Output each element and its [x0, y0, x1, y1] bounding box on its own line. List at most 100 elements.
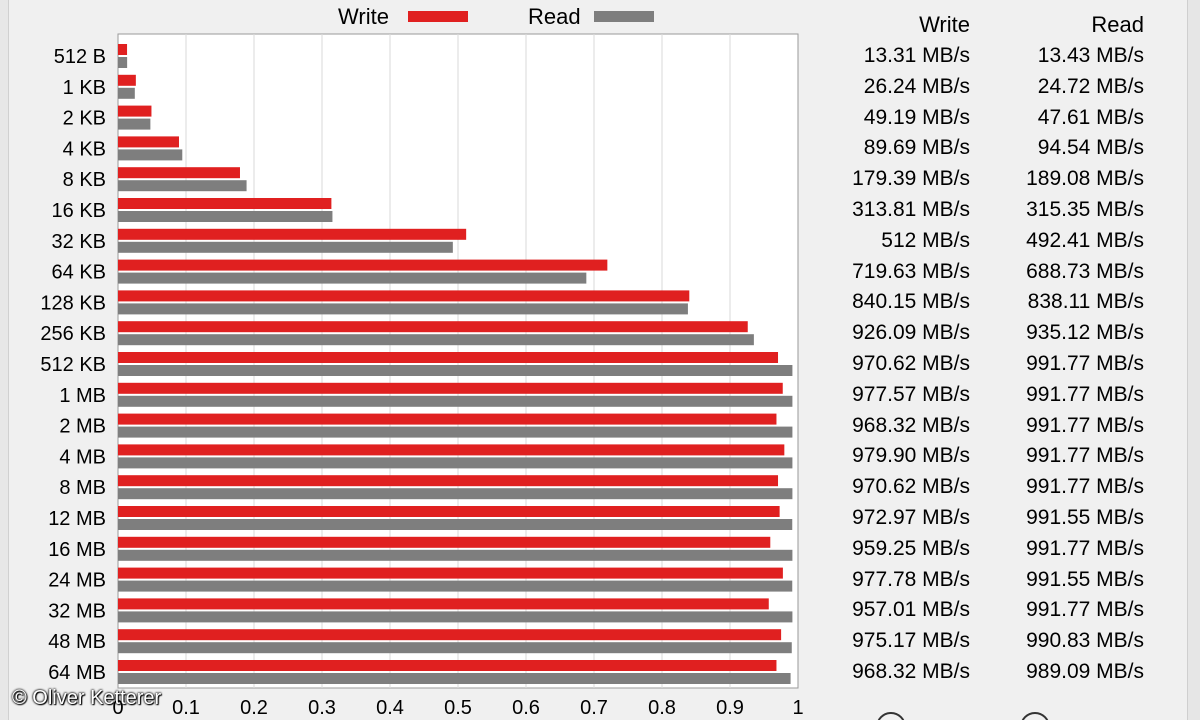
- y-tick-label: 32 MB: [48, 600, 106, 622]
- y-tick-label: 512 KB: [40, 354, 106, 376]
- read-bar: [118, 211, 333, 222]
- y-tick-label: 1 MB: [59, 385, 106, 407]
- write-rate-cell: 968.32 MB/s: [852, 413, 970, 437]
- write-bar: [118, 598, 769, 610]
- y-tick-label: 256 KB: [40, 323, 106, 345]
- table-row: 968.32 MB/s 991.77 MB/s: [820, 411, 1160, 441]
- write-bar: [118, 660, 777, 671]
- read-bar: [118, 87, 135, 99]
- write-bar: [118, 198, 332, 209]
- write-rate-cell: 26.24 MB/s: [863, 74, 970, 98]
- y-tick-label: 16 KB: [52, 200, 106, 222]
- write-rate-cell: 926.09 MB/s: [852, 321, 970, 345]
- y-tick-label: 24 MB: [48, 570, 106, 592]
- x-tick-label: 0.5: [444, 697, 472, 719]
- write-rate-cell: 979.90 MB/s: [852, 444, 970, 468]
- read-bar: [118, 57, 128, 68]
- read-rate-cell: 991.55 MB/s: [1026, 506, 1144, 529]
- table-row: 979.90 MB/s 991.77 MB/s: [820, 441, 1160, 471]
- y-tick-label: 64 MB: [48, 662, 106, 684]
- write-rate-cell: 512 MB/s: [881, 228, 970, 252]
- write-bar: [118, 506, 780, 517]
- read-rate-cell: 315.35 MB/s: [1026, 198, 1144, 221]
- write-rate-cell: 975.17 MB/s: [852, 629, 970, 653]
- table-row: 89.69 MB/s 94.54 MB/s: [820, 133, 1160, 163]
- table-row: 968.32 MB/s 989.09 MB/s: [820, 657, 1160, 687]
- table-row: 179.39 MB/s 189.08 MB/s: [820, 164, 1160, 194]
- x-tick-label: 0.9: [716, 697, 744, 719]
- write-rate-cell: 977.57 MB/s: [852, 382, 970, 406]
- read-rate-cell: 935.12 MB/s: [1026, 321, 1144, 345]
- y-tick-label: 8 KB: [63, 169, 106, 191]
- write-bar: [118, 105, 152, 117]
- legend-write-label: Write: [338, 4, 389, 29]
- y-tick-label: 2 KB: [63, 108, 106, 130]
- write-bar: [118, 259, 608, 271]
- write-bar: [118, 167, 240, 179]
- write-bar: [118, 352, 779, 363]
- read-bar: [118, 673, 791, 684]
- x-tick-label: 0.3: [308, 697, 336, 719]
- read-bar: [118, 241, 453, 253]
- write-rate-cell: 977.78 MB/s: [852, 567, 970, 591]
- copyright-watermark: © Oliver Ketterer: [12, 687, 162, 709]
- write-rate-cell: 179.39 MB/s: [852, 167, 970, 191]
- y-tick-label: 4 KB: [63, 138, 106, 160]
- x-tick-label: 0.2: [240, 697, 268, 719]
- read-rate-cell: 991.77 MB/s: [1026, 413, 1144, 437]
- read-rate-cell: 991.77 MB/s: [1026, 352, 1144, 375]
- read-bar: [118, 149, 183, 161]
- y-tick-label: 1 KB: [63, 77, 106, 99]
- y-tick-label: 8 MB: [59, 477, 106, 499]
- table-row: 13.31 MB/s 13.43 MB/s: [820, 41, 1160, 71]
- read-rate-cell: 989.09 MB/s: [1026, 660, 1144, 683]
- read-bar: [118, 118, 151, 130]
- read-rate-cell: 189.08 MB/s: [1026, 167, 1144, 191]
- read-rate-cell: 991.77 MB/s: [1026, 536, 1144, 560]
- read-bar: [118, 519, 793, 530]
- legend-item-write: Write: [338, 4, 478, 30]
- table-row: 970.62 MB/s 991.77 MB/s: [820, 472, 1160, 502]
- table-row: 972.97 MB/s 991.55 MB/s: [820, 503, 1160, 533]
- read-rate-cell: 991.55 MB/s: [1026, 567, 1144, 591]
- x-tick-label: 0: [112, 697, 123, 719]
- write-bar: [118, 74, 136, 86]
- table-row: 719.63 MB/s 688.73 MB/s: [820, 257, 1160, 287]
- table-row: 975.17 MB/s 990.83 MB/s: [820, 626, 1160, 656]
- write-bar: [118, 413, 777, 425]
- write-bar: [118, 290, 690, 302]
- read-bar: [118, 426, 793, 438]
- table-header-write: Write: [919, 12, 970, 37]
- x-tick-label: 1: [792, 697, 803, 719]
- table-row: 512 MB/s 492.41 MB/s: [820, 226, 1160, 256]
- read-bar: [118, 180, 247, 192]
- read-bar: [118, 334, 754, 346]
- table-header-read: Read: [1091, 12, 1144, 37]
- window-left-edge: [0, 0, 9, 720]
- write-rate-cell: 970.62 MB/s: [852, 475, 970, 499]
- read-rate-cell: 13.43 MB/s: [1037, 44, 1144, 67]
- window-right-edge: [1187, 0, 1200, 720]
- x-tick-label: 0.4: [376, 697, 404, 719]
- write-bar: [118, 382, 783, 394]
- y-tick-label: 2 MB: [59, 416, 106, 438]
- read-bar: [118, 642, 792, 654]
- x-tick-label: 0.8: [648, 697, 676, 719]
- write-bar: [118, 475, 779, 487]
- read-rate-cell: 838.11 MB/s: [1027, 290, 1144, 314]
- write-rate-cell: 970.62 MB/s: [852, 352, 970, 375]
- read-rate-cell: 991.77 MB/s: [1026, 475, 1144, 499]
- x-tick-label: 0.6: [512, 697, 540, 719]
- y-tick-label: 32 KB: [52, 231, 106, 253]
- write-bar: [118, 44, 128, 55]
- table-row: 840.15 MB/s 838.11 MB/s: [820, 287, 1160, 317]
- write-rate-cell: 972.97 MB/s: [852, 506, 970, 529]
- write-rate-cell: 968.32 MB/s: [852, 660, 970, 683]
- table-row: 313.81 MB/s 315.35 MB/s: [820, 195, 1160, 225]
- legend-read-label: Read: [528, 4, 581, 29]
- write-bar: [118, 567, 783, 579]
- read-bar: [118, 457, 793, 469]
- read-rate-cell: 991.77 MB/s: [1026, 598, 1144, 622]
